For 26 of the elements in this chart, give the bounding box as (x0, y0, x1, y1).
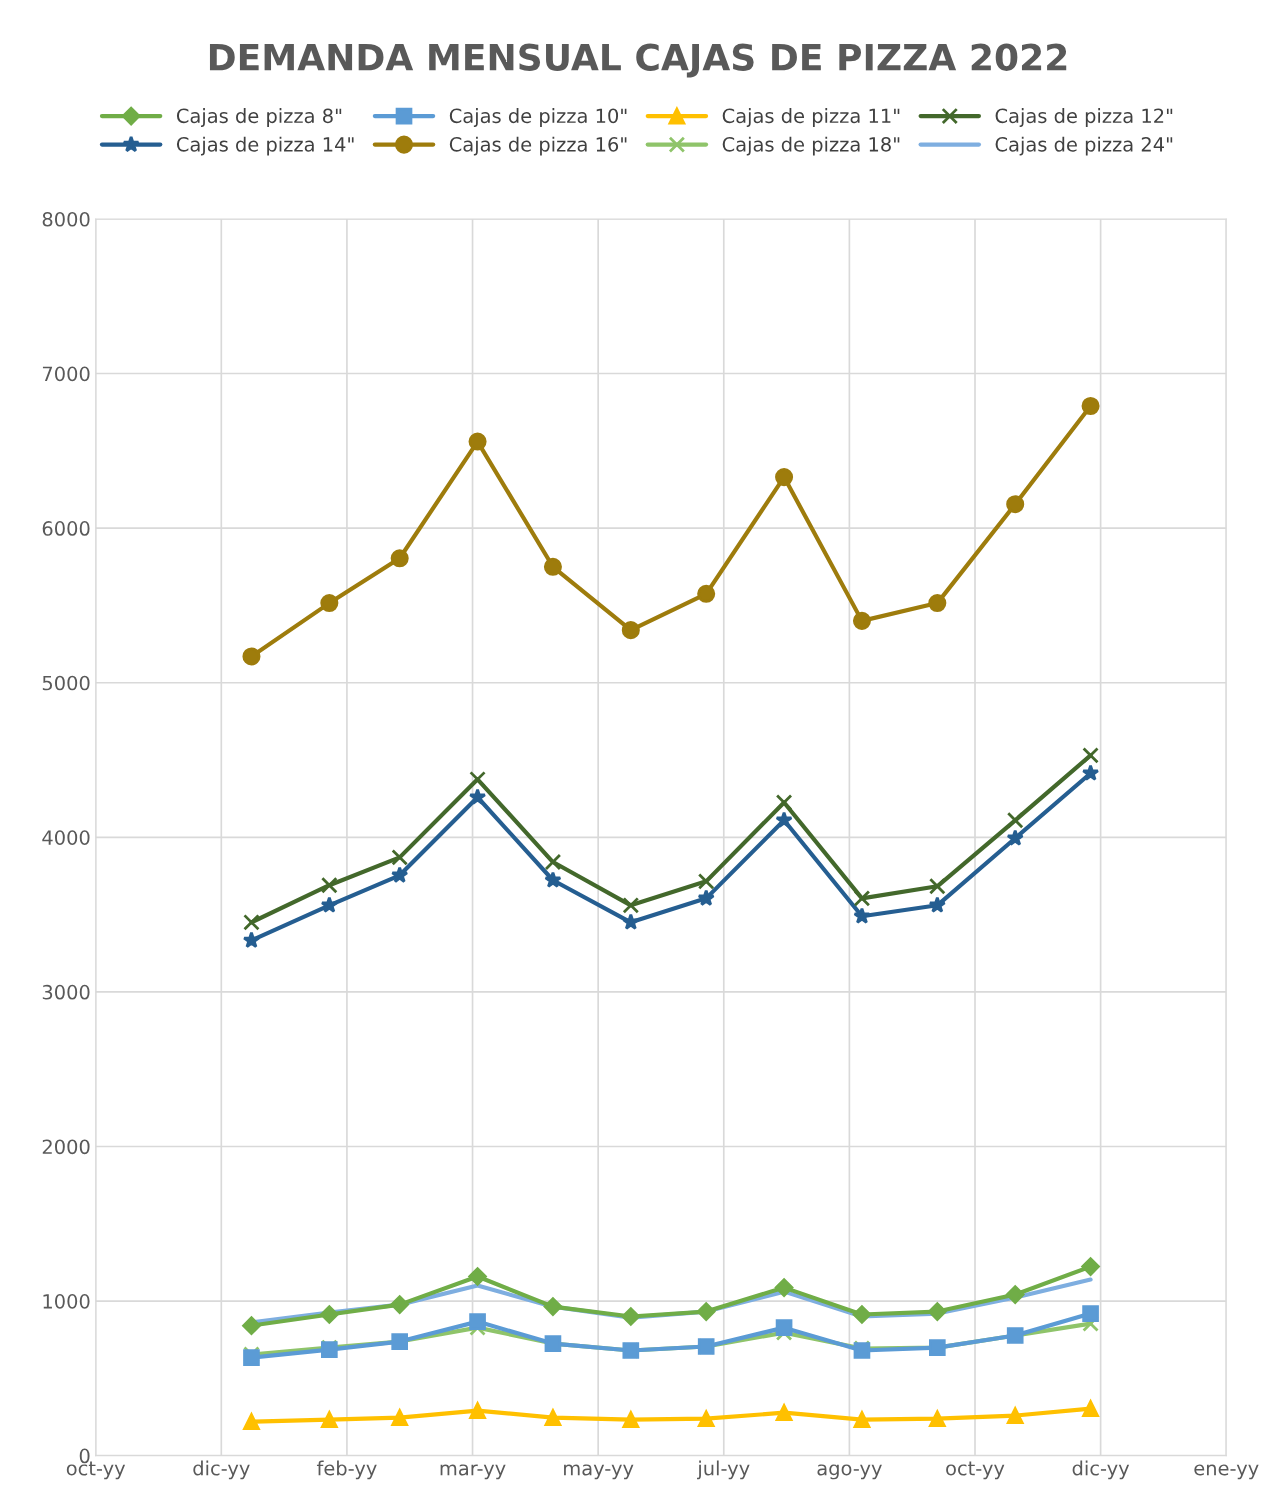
y-tick-label: 7000 (42, 366, 90, 382)
legend-label: Cajas de pizza 10" (449, 108, 627, 127)
legend-label: Cajas de pizza 16" (449, 136, 627, 156)
x-tick-label: ago-yy (817, 1464, 882, 1480)
y-tick-label: 3000 (42, 984, 90, 1000)
y-tick-label: 1000 (43, 1294, 90, 1309)
x-tick-label: mar-yy (440, 1464, 506, 1480)
legend-label: Cajas de pizza 14" (176, 136, 354, 156)
chart-title: DEMANDA MENSUAL CAJAS DE PIZZA 2022 (209, 43, 1067, 78)
y-tick-label: 8000 (42, 211, 90, 227)
y-tick-label: 6000 (42, 521, 90, 536)
x-tick-label: dic-yy (1072, 1460, 1130, 1480)
y-tick-label: 4000 (42, 830, 90, 845)
y-tick-label: 5000 (42, 675, 90, 691)
legend-label: Cajas de pizza 12" (995, 108, 1173, 127)
x-tick-label: feb-yy (316, 1460, 377, 1480)
legend-label: Cajas de pizza 8" (176, 108, 342, 127)
x-tick-label: may-yy (564, 1464, 634, 1480)
x-tick-label: ene-yy (1194, 1464, 1259, 1480)
x-tick-label: oct-yy (946, 1461, 1005, 1480)
x-tick-label: dic-yy (193, 1460, 250, 1480)
x-tick-label: jul-yy (697, 1460, 750, 1480)
y-tick-label: 2000 (42, 1139, 90, 1155)
legend-label: Cajas de pizza 24" (995, 136, 1173, 156)
legend-label: Cajas de pizza 11" (722, 108, 900, 127)
legend-label: Cajas de pizza 18" (722, 136, 900, 156)
